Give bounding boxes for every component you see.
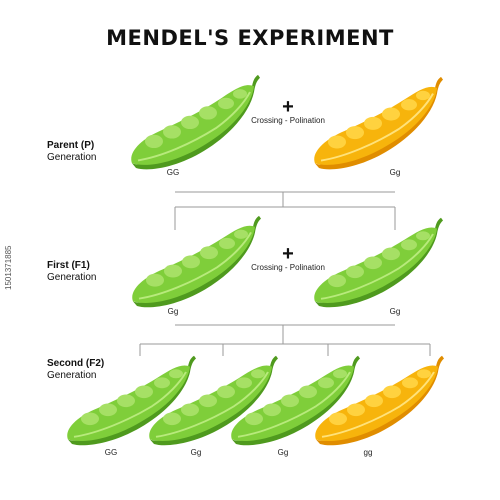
genotype-label-f2-2: Gg: [190, 448, 202, 457]
first-generation-label: First (F1) Generation: [47, 260, 96, 284]
parent-generation-label: Parent (P) Generation: [47, 140, 96, 164]
stock-id-watermark: 1501371885: [4, 245, 13, 291]
genotype-label-f1-1: Gg: [167, 307, 179, 316]
parent-generation-subtitle: Generation: [47, 152, 97, 163]
genotype-label-f2-1: GG: [104, 448, 118, 457]
second-generation-subtitle: Generation: [47, 370, 97, 381]
genotype-label-f2-3: Gg: [277, 448, 289, 457]
second-generation-title: Second (F2): [47, 358, 105, 369]
genotype-label-f1-2: Gg: [389, 307, 401, 316]
first-generation-subtitle: Generation: [47, 272, 97, 283]
page-title: MENDEL'S EXPERIMENT: [106, 26, 394, 50]
genotype-label-f2-4: gg: [363, 448, 373, 457]
genotype-label-parent-2: Gg: [389, 168, 401, 177]
crossing-text-f1: Crossing - Polination: [251, 263, 325, 272]
second-generation-label: Second (F2) Generation: [47, 358, 104, 382]
plus-icon: +: [282, 96, 294, 118]
crossing-text-parent: Crossing - Polination: [251, 116, 325, 125]
plus-icon: +: [282, 243, 294, 265]
first-generation-title: First (F1): [47, 260, 90, 271]
connector-p-to-f1: [174, 191, 396, 230]
crossing-label-parent: + Crossing - Polination: [233, 96, 343, 125]
crossing-label-f1: + Crossing - Polination: [233, 243, 343, 272]
parent-generation-title: Parent (P): [47, 140, 95, 151]
connector-f1-to-f2: [139, 324, 431, 356]
genotype-label-parent-1: GG: [166, 168, 180, 177]
